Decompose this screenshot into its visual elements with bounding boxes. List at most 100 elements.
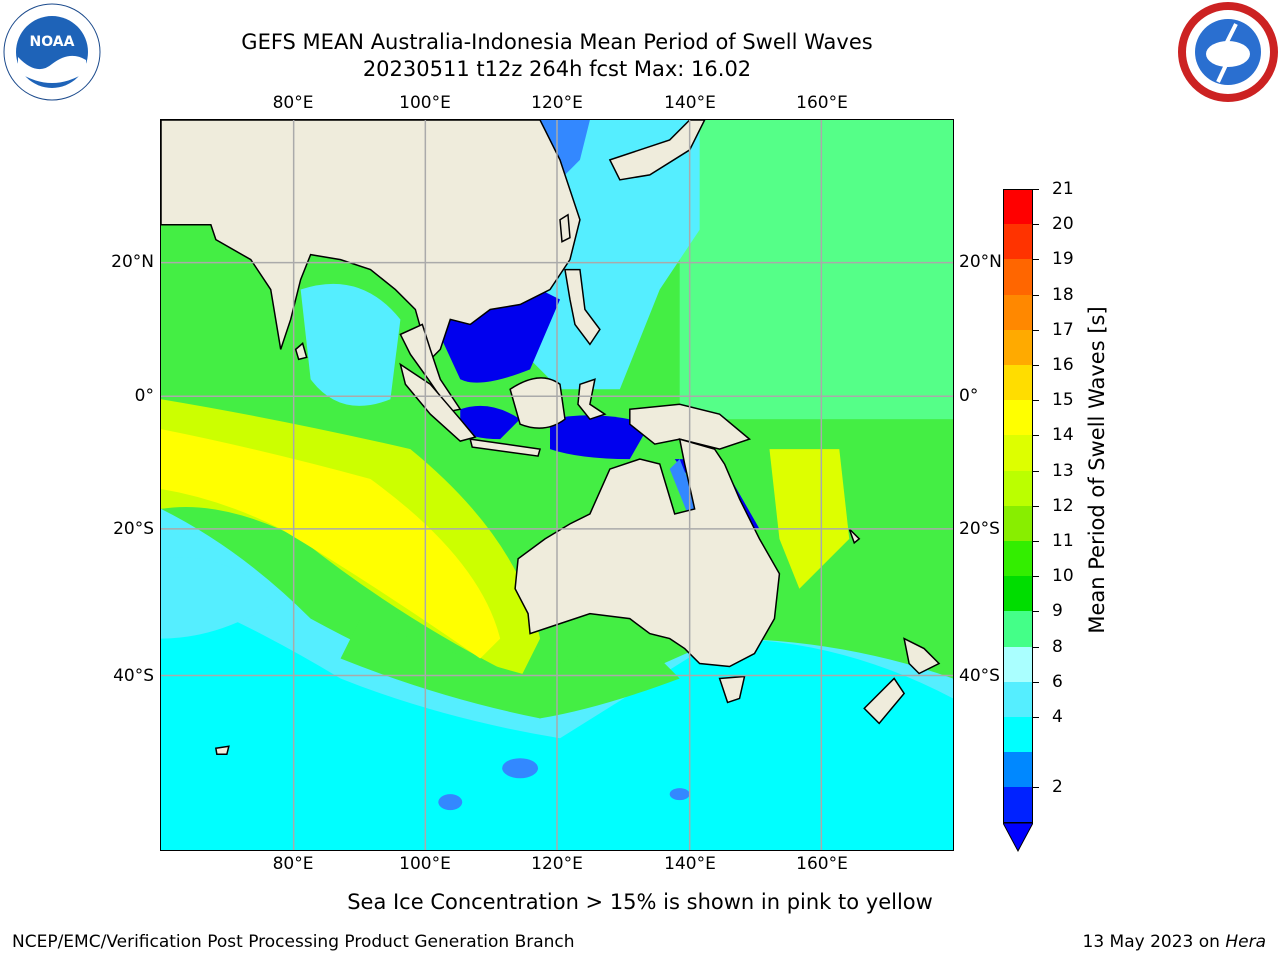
date-text: 13 May 2023 on [1082, 932, 1220, 952]
colorbar-tick-label: 11 [1052, 531, 1074, 551]
colorbar-segment [1003, 752, 1033, 789]
nws-logo [1178, 2, 1278, 102]
lon-tick-bottom: 100°E [399, 854, 451, 874]
colorbar-tick [1033, 189, 1039, 190]
lon-tick-top: 100°E [399, 93, 451, 113]
colorbar-tick [1033, 541, 1039, 542]
ocean-region [502, 758, 539, 779]
colorbar-tick [1033, 470, 1039, 472]
colorbar-segment [1003, 329, 1033, 366]
colorbar-tick-label: 10 [1052, 566, 1074, 587]
colorbar-tick-label: 15 [1052, 390, 1074, 411]
colorbar-tick [1033, 681, 1039, 683]
colorbar-tick [1033, 646, 1039, 648]
colorbar-tick-label: 21 [1052, 179, 1074, 199]
colorbar-tick-label: 8 [1052, 636, 1063, 657]
credit-text: NCEP/EMC/Verification Post Processing Pr… [12, 932, 575, 952]
chart-title: GEFS MEAN Australia-Indonesia Mean Perio… [241, 30, 873, 54]
colorbar-tick-label: 6 [1052, 671, 1063, 692]
lon-tick-bottom: 160°E [796, 854, 848, 874]
colorbar-tick-label: 14 [1052, 425, 1074, 446]
ocean-region [540, 120, 590, 180]
lat-tick-left: 0° [134, 386, 154, 406]
colorbar-border [1003, 189, 1033, 823]
colorbar-tick-label: 20 [1052, 214, 1074, 235]
landmass-java [469, 438, 541, 457]
landmass-asia [161, 120, 581, 361]
landmass-sumatra [399, 362, 477, 442]
colorbar-tick [1033, 259, 1039, 261]
landmass-australia [514, 438, 781, 668]
sea-ice-note: Sea Ice Concentration > 15% is shown in … [347, 890, 933, 914]
lon-tick-top: 80°E [272, 93, 314, 113]
colorbar-tick-label: 4 [1052, 707, 1063, 727]
colorbar-tick [1033, 329, 1039, 331]
ocean-region [769, 449, 850, 589]
colorbar-tick [1033, 435, 1039, 437]
landmass-borneo [509, 377, 566, 429]
colorbar-tick [1033, 224, 1039, 226]
landmass-group [161, 120, 941, 756]
colorbar-tick-label: 2 [1052, 777, 1063, 798]
lon-tick-top: 120°E [531, 93, 583, 113]
colorbar-tick [1033, 505, 1039, 507]
swell-period-map [160, 119, 954, 851]
ocean-region [438, 794, 463, 811]
ocean-region [460, 405, 521, 440]
colorbar-tick-label: 17 [1052, 319, 1074, 340]
lat-tick-left: 40°S [113, 666, 154, 686]
colorbar-segment [1003, 787, 1033, 824]
ocean-region [669, 459, 700, 519]
lon-tick-bottom: 140°E [664, 854, 716, 874]
lat-tick-left: 20°S [113, 519, 154, 539]
noaa-logo: NOAA [3, 3, 101, 101]
lat-tick-right: 0° [959, 386, 979, 406]
colorbar-tick [1033, 611, 1039, 613]
colorbar-segment [1003, 294, 1033, 331]
landmass-taiwan [559, 213, 571, 243]
colorbar-tick [1033, 400, 1039, 402]
ocean-region [679, 120, 953, 420]
colorbar-segment [1003, 189, 1033, 225]
lon-tick-top: 160°E [796, 93, 848, 113]
lon-tick-top: 140°E [664, 93, 716, 113]
landmass-nz-north [903, 637, 941, 675]
colorbar-segment [1003, 435, 1033, 472]
colorbar-tick [1033, 576, 1039, 578]
landmass-srilanka [294, 342, 308, 361]
machine-name: Hera [1225, 932, 1266, 952]
landmass-sulawesi [577, 378, 607, 421]
colorbar-segment [1003, 717, 1033, 753]
colorbar-extend-triangle [1003, 822, 1033, 852]
colorbar-segment [1003, 541, 1033, 577]
colorbar-segment [1003, 259, 1033, 296]
landmass-japan [608, 120, 706, 181]
graticule [161, 120, 953, 850]
colorbar-tick [1033, 294, 1039, 296]
ocean-region [669, 788, 690, 801]
ocean-region [430, 289, 560, 383]
colorbar-tick-label: 18 [1052, 284, 1074, 305]
colorbar-segment [1003, 470, 1033, 507]
colorbar-segment [1003, 681, 1033, 718]
date-stamp: 13 May 2023 on Hera [1083, 932, 1267, 952]
colorbar-tick-label: 13 [1052, 460, 1074, 481]
lon-tick-bottom: 80°E [272, 854, 314, 874]
colorbar-tick [1033, 787, 1039, 789]
chart-subtitle: 20230511 t12z 264h fcst Max: 16.02 [362, 57, 752, 81]
colorbar-tick [1033, 365, 1039, 366]
colorbar-segment [1003, 646, 1033, 683]
lat-tick-right: 40°S [959, 666, 1000, 686]
colorbar-tick [1033, 717, 1039, 718]
colorbar-segment [1003, 365, 1033, 401]
colorbar-segment [1003, 611, 1033, 648]
ocean-region [161, 429, 501, 659]
landmass-tasmania [718, 675, 746, 704]
colorbar-segment [1003, 400, 1033, 437]
colorbar-segment [1003, 576, 1033, 613]
ocean-region [550, 415, 650, 460]
colorbar-tick-label: 19 [1052, 249, 1074, 270]
ocean-region [300, 283, 401, 406]
colorbar-tick-label: 16 [1052, 355, 1074, 375]
lon-tick-bottom: 120°E [531, 854, 583, 874]
